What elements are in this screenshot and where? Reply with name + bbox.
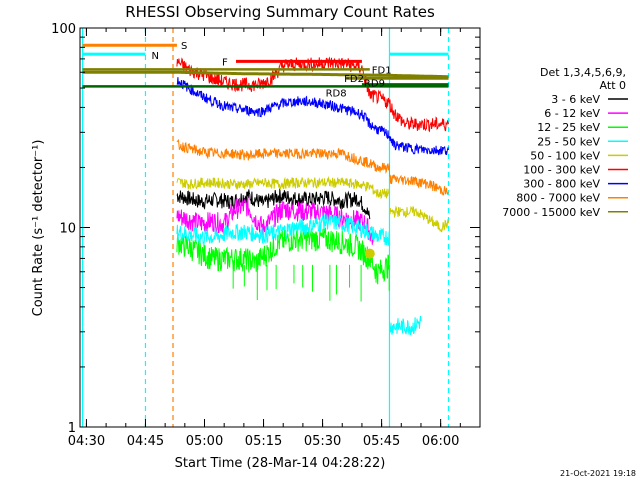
footer-timestamp: 21-Oct-2021 19:18: [560, 469, 636, 478]
series-line: [82, 70, 449, 79]
legend-entry-label: 6 - 12 keV: [544, 107, 600, 120]
legend-entry-label: 50 - 100 keV: [530, 149, 600, 162]
series-line: [176, 188, 371, 220]
series-line: [176, 213, 422, 336]
x-tick-label: 06:00: [422, 434, 459, 449]
y-tick-label: 1: [68, 421, 76, 436]
series-line: [176, 175, 449, 233]
flag-label: N: [151, 51, 158, 62]
legend-entry-label: 12 - 25 keV: [537, 121, 600, 134]
y-tick-label: 10: [59, 222, 76, 237]
y-axis-label: Count Rate (s⁻¹ detector⁻¹): [31, 140, 46, 317]
x-tick-label: 05:00: [186, 434, 223, 449]
flag-label: RD9: [364, 79, 385, 90]
legend-entry-label: 3 - 6 keV: [551, 93, 600, 106]
attenuator-marker: [364, 248, 375, 259]
x-tick-label: 05:30: [304, 434, 341, 449]
legend-entry-label: 300 - 800 keV: [523, 178, 600, 191]
series-line: [176, 77, 449, 156]
flag-label: F: [222, 57, 228, 68]
legend-entry-label: 7000 - 15000 keV: [502, 206, 600, 219]
flag-label: FD2: [344, 74, 364, 85]
flag-label: S: [181, 41, 187, 52]
y-tick-label: 100: [51, 22, 76, 37]
x-tick-label: 05:15: [245, 434, 282, 449]
legend-entry-label: 800 - 7000 keV: [516, 192, 600, 205]
legend-entry-label: 100 - 300 keV: [523, 164, 600, 177]
series-line: [176, 138, 449, 196]
chart-title: RHESSI Observing Summary Count Rates: [125, 3, 435, 21]
flag-label: FD1: [372, 65, 392, 76]
x-tick-label: 04:30: [68, 434, 105, 449]
legend-header: Att 0: [600, 79, 626, 92]
x-tick-label: 04:45: [127, 434, 164, 449]
flag-label: RD8: [326, 88, 347, 99]
series-line: [176, 227, 390, 285]
x-axis-label: Start Time (28-Mar-14 04:28:22): [175, 456, 386, 471]
x-tick-label: 05:45: [363, 434, 400, 449]
legend-header: Det 1,3,4,5,6,9,: [540, 66, 626, 79]
legend-entry-label: 25 - 50 keV: [537, 135, 600, 148]
